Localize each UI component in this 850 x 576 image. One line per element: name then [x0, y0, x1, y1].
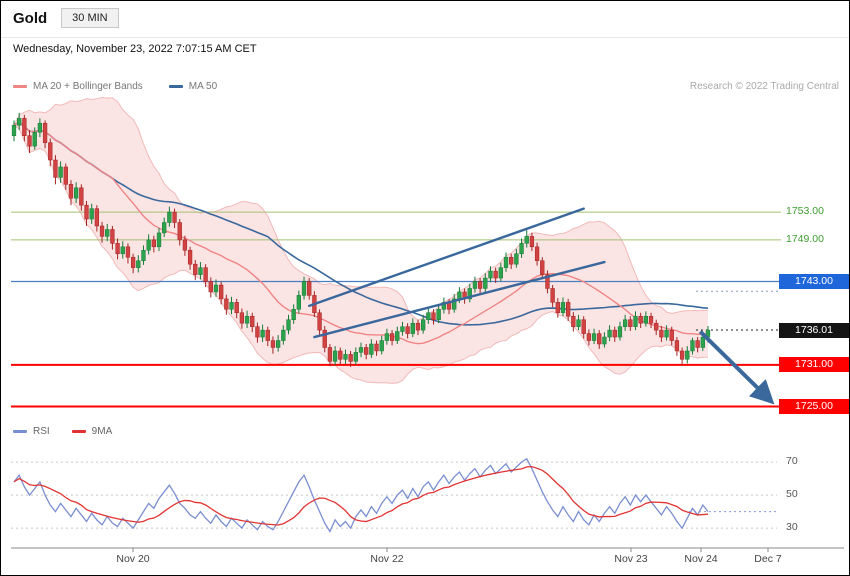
legend-ma20-label: MA 20 + Bollinger Bands [33, 81, 143, 92]
legend-rsi-label: RSI [33, 426, 50, 437]
legend-ma50: MA 50 [168, 81, 218, 92]
x-axis [11, 547, 844, 552]
legend-ma50-label: MA 50 [188, 81, 218, 92]
ma50-line [13, 120, 709, 326]
ma20-line [13, 120, 709, 345]
rsi-9ma-swatch-icon [71, 430, 86, 433]
legend-rsi: RSI [13, 426, 50, 437]
research-credit: Research © 2022 Trading Central [689, 81, 839, 92]
moving-averages [13, 120, 709, 345]
ma50-line-swatch-icon [168, 85, 183, 88]
chart-legend: MA 20 + Bollinger Bands MA 50 Research ©… [13, 81, 839, 92]
rsi-legend: RSI 9MA [13, 426, 112, 437]
timeframe-badge: 30 MIN [61, 8, 119, 28]
legend-9ma-label: 9MA [91, 426, 113, 437]
datetime-label: Wednesday, November 23, 2022 7:07:15 AM … [13, 43, 257, 55]
forecast-arrow-down [698, 330, 775, 405]
candlestick-series [11, 112, 711, 367]
trendlines [308, 207, 775, 405]
chart-header: Gold 30 MIN [13, 8, 119, 28]
legend-ma20-bollinger: MA 20 + Bollinger Bands [13, 81, 143, 92]
rsi-panel [11, 457, 777, 533]
ma20-line-swatch-icon [13, 85, 27, 88]
rsi-line [13, 457, 709, 533]
header-divider [1, 37, 849, 38]
rsi-line-swatch-icon [13, 430, 27, 433]
legend-9ma: 9MA [71, 426, 113, 437]
rsi-9ma-line [13, 466, 709, 526]
page-title: Gold [13, 9, 48, 27]
